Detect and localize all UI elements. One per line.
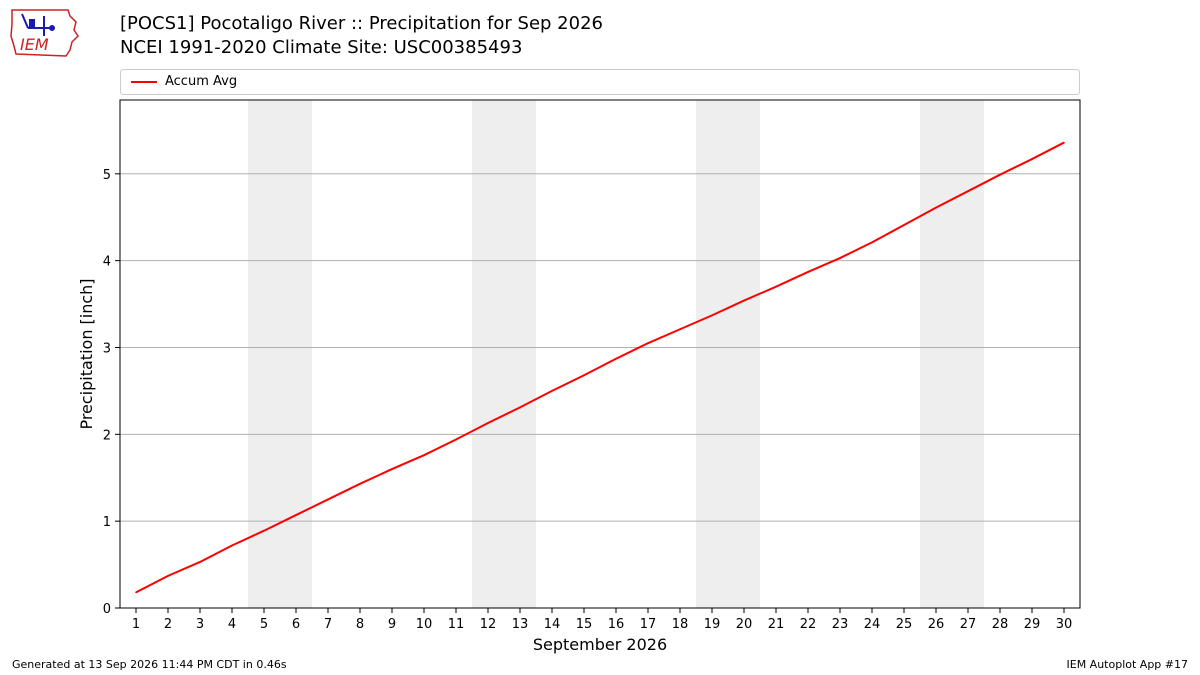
legend-label-accum-avg: Accum Avg bbox=[165, 74, 238, 89]
x-tick-label: 9 bbox=[388, 617, 396, 632]
x-tick-label: 4 bbox=[228, 617, 236, 632]
data-point bbox=[711, 314, 713, 317]
x-tick-label: 29 bbox=[1024, 617, 1041, 632]
chart-title: [POCS1] Pocotaligo River :: Precipitatio… bbox=[120, 12, 603, 60]
title-line-1: [POCS1] Pocotaligo River :: Precipitatio… bbox=[120, 13, 603, 34]
data-point bbox=[487, 422, 489, 424]
y-tick-label: 3 bbox=[103, 341, 111, 356]
y-axis: 0 1 2 3 4 5 bbox=[103, 168, 120, 617]
data-point bbox=[679, 328, 681, 331]
data-point bbox=[199, 561, 201, 563]
series-layer bbox=[135, 141, 1065, 594]
iowa-outline bbox=[10, 9, 79, 57]
x-tick-label: 28 bbox=[992, 617, 1009, 632]
weather-station-icon bbox=[21, 13, 55, 36]
app-name: IEM Autoplot App #17 bbox=[1066, 658, 1189, 671]
x-tick-label: 27 bbox=[960, 617, 977, 632]
data-point bbox=[839, 257, 841, 259]
weekend-band-2 bbox=[696, 100, 760, 608]
x-tick-label: 21 bbox=[768, 617, 785, 632]
x-tick-label: 7 bbox=[324, 617, 332, 632]
x-tick-label: 12 bbox=[480, 617, 497, 632]
data-point bbox=[263, 529, 265, 532]
x-tick-label: 20 bbox=[736, 617, 753, 632]
data-point bbox=[999, 173, 1001, 176]
data-point bbox=[359, 483, 361, 485]
data-point bbox=[391, 468, 393, 470]
weekend-band-1 bbox=[472, 100, 536, 608]
y-tick-label: 4 bbox=[103, 255, 111, 270]
y-tick-label: 5 bbox=[103, 168, 111, 183]
x-tick-label: 11 bbox=[448, 617, 465, 632]
legend: Accum Avg bbox=[120, 69, 1080, 95]
logo-text: IEM bbox=[20, 35, 49, 54]
x-tick-label: 16 bbox=[608, 617, 625, 632]
title-line-2: NCEI 1991-2020 Climate Site: USC00385493 bbox=[120, 37, 523, 58]
data-point bbox=[135, 591, 137, 594]
data-point bbox=[871, 241, 873, 244]
x-tick-label: 15 bbox=[576, 617, 593, 632]
data-point bbox=[743, 299, 745, 302]
data-point bbox=[615, 357, 617, 360]
data-point bbox=[551, 390, 553, 392]
data-point bbox=[935, 206, 937, 209]
weekend-band-0 bbox=[248, 100, 312, 608]
data-point bbox=[167, 575, 169, 577]
iem-logo: IEM bbox=[10, 9, 79, 57]
data-point bbox=[231, 544, 233, 547]
data-point bbox=[327, 498, 329, 501]
data-point bbox=[1031, 158, 1033, 160]
x-tick-label: 1 bbox=[132, 617, 140, 632]
series-line-accum-avg bbox=[135, 141, 1065, 594]
data-point bbox=[775, 285, 777, 288]
data-point bbox=[519, 406, 521, 409]
x-tick-label: 19 bbox=[704, 617, 721, 632]
data-point bbox=[583, 374, 585, 377]
data-point bbox=[295, 514, 297, 516]
data-point bbox=[807, 271, 809, 273]
data-point bbox=[647, 342, 649, 344]
precipitation-chart: 1 2 3 4 5 6 7 8 9 10 11 12 13 14 15 16 17 18 19 20 21 22 23 24 2… bbox=[77, 99, 1081, 654]
y-axis-label: Precipitation [inch] bbox=[77, 278, 96, 429]
data-point bbox=[903, 224, 905, 226]
y-tick-label: 2 bbox=[103, 428, 111, 443]
data-point bbox=[423, 454, 425, 456]
x-tick-label: 26 bbox=[928, 617, 945, 632]
x-tick-label: 22 bbox=[800, 617, 817, 632]
data-point bbox=[1063, 141, 1065, 144]
x-tick-label: 6 bbox=[292, 617, 300, 632]
x-tick-label: 14 bbox=[544, 617, 561, 632]
x-axis-label: September 2026 bbox=[533, 635, 667, 654]
x-tick-label: 3 bbox=[196, 617, 204, 632]
x-tick-label: 23 bbox=[832, 617, 849, 632]
plot-frame bbox=[119, 99, 1081, 609]
x-axis: 1 2 3 4 5 6 7 8 9 10 11 12 13 14 15 16 17 18 19 20 21 22 23 24 2… bbox=[132, 608, 1072, 632]
x-tick-label: 2 bbox=[164, 617, 172, 632]
data-point bbox=[967, 190, 969, 192]
x-tick-label: 13 bbox=[512, 617, 529, 632]
weekend-band-3 bbox=[920, 100, 984, 608]
x-tick-label: 18 bbox=[672, 617, 689, 632]
x-tick-label: 10 bbox=[416, 617, 433, 632]
x-tick-label: 30 bbox=[1056, 617, 1073, 632]
generated-timestamp: Generated at 13 Sep 2026 11:44 PM CDT in… bbox=[12, 658, 287, 671]
y-tick-label: 0 bbox=[103, 602, 111, 617]
x-tick-label: 5 bbox=[260, 617, 268, 632]
weekend-bands bbox=[248, 100, 984, 608]
y-tick-label: 1 bbox=[103, 515, 111, 530]
data-point bbox=[455, 438, 457, 441]
legend-swatch-accum-avg bbox=[131, 81, 157, 83]
x-tick-label: 8 bbox=[356, 617, 364, 632]
x-tick-label: 25 bbox=[896, 617, 913, 632]
x-tick-label: 17 bbox=[640, 617, 657, 632]
x-tick-label: 24 bbox=[864, 617, 881, 632]
